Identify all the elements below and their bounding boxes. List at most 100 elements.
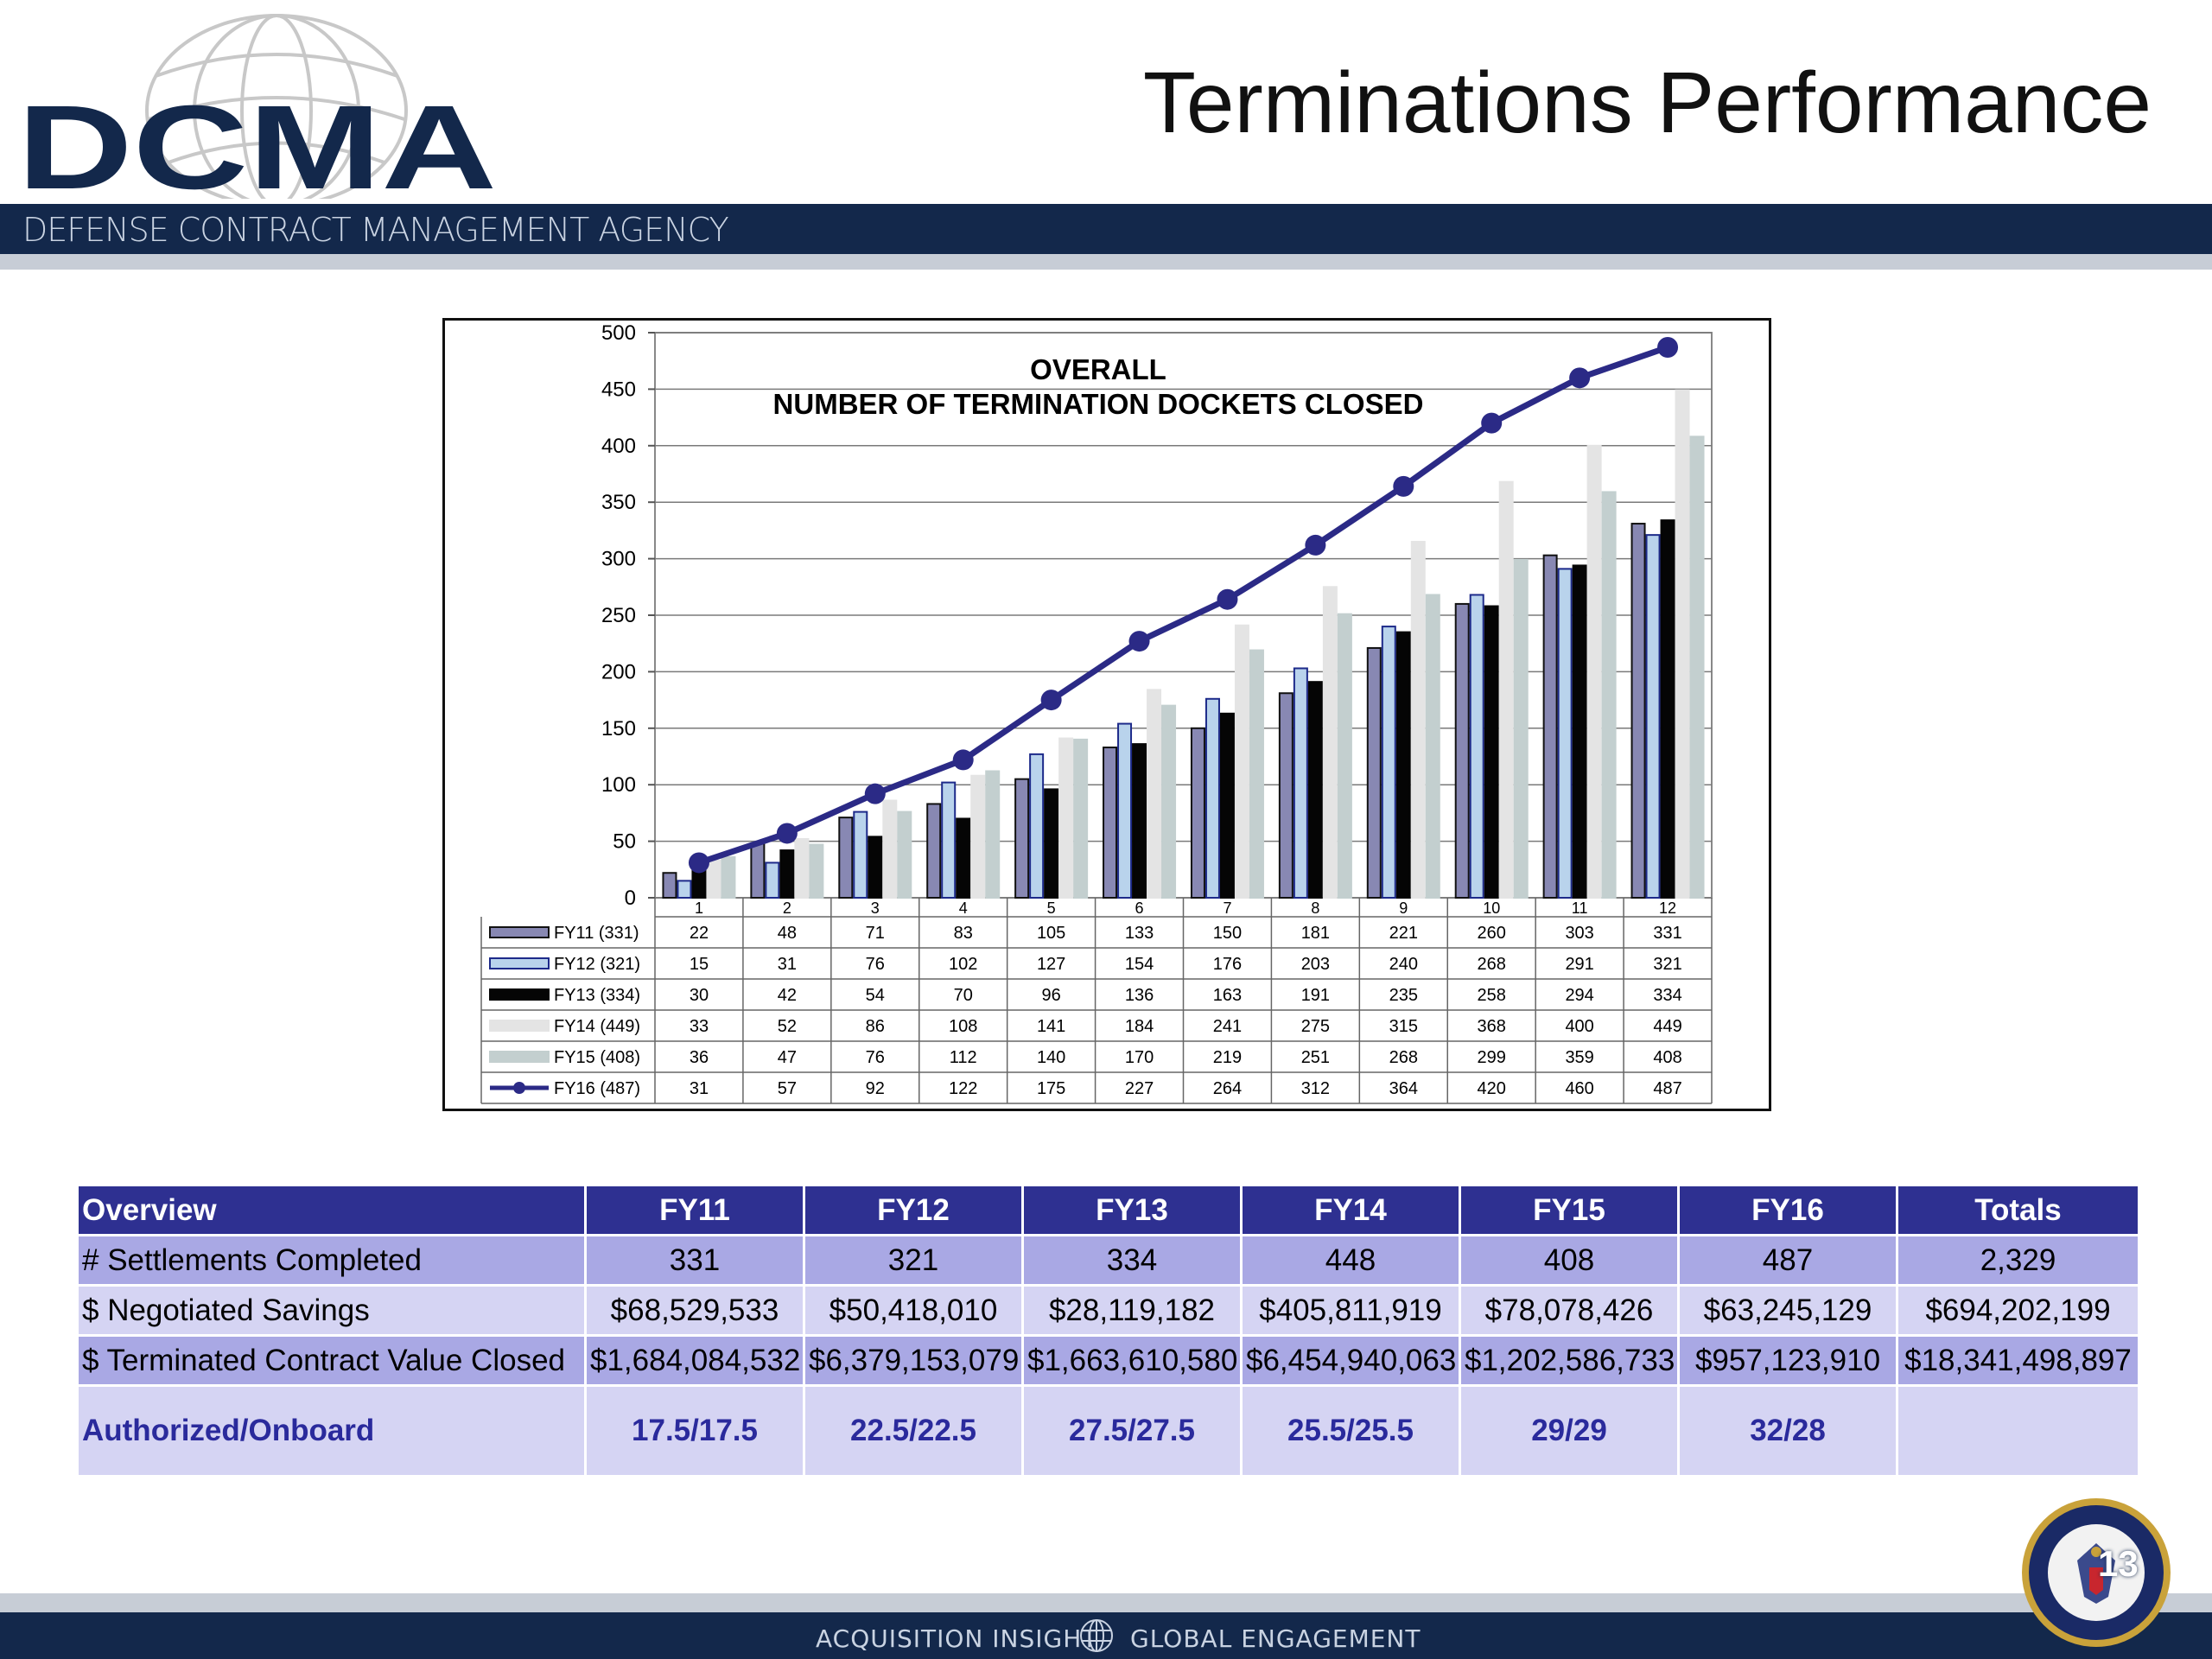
bar-fy12 — [941, 781, 957, 899]
bar-fy14 — [1058, 737, 1074, 899]
bar-fy15 — [1249, 649, 1264, 899]
data-label: 127 — [1037, 955, 1065, 974]
data-label: 268 — [1389, 1048, 1418, 1067]
data-label: 258 — [1478, 986, 1506, 1005]
data-label: 54 — [866, 986, 885, 1005]
bar-fy11 — [750, 842, 766, 899]
table-cell: $50,418,010 — [805, 1287, 1021, 1334]
legend-label: FY12 (321) — [554, 955, 640, 974]
data-label: 108 — [949, 1017, 977, 1036]
data-label: 112 — [950, 1048, 977, 1067]
bar-fy11 — [1278, 692, 1294, 899]
data-label: 31 — [778, 955, 797, 974]
bar-fy13 — [1484, 605, 1499, 899]
bar-fy13 — [1219, 712, 1235, 899]
legend-label: FY13 (334) — [554, 986, 640, 1005]
table-cell: $28,119,182 — [1024, 1287, 1240, 1334]
data-label: 15 — [690, 955, 709, 974]
bar-fy15 — [1425, 594, 1440, 899]
data-label: 96 — [1042, 986, 1061, 1005]
chart-title-line1: OVERALL — [1030, 353, 1166, 385]
legend-label: FY16 (487) — [554, 1079, 640, 1098]
data-label: 86 — [866, 1017, 885, 1036]
header-cell: Overview — [79, 1186, 584, 1234]
row-label: Authorized/Onboard — [79, 1387, 584, 1475]
row-label: # Settlements Completed — [79, 1236, 584, 1284]
data-label: 408 — [1653, 1048, 1681, 1067]
bar-fy12 — [765, 861, 780, 899]
table-header-row: Overview FY11 FY12 FY13 FY14 FY15 FY16 T… — [79, 1186, 2138, 1234]
footer-stripe — [0, 1593, 2212, 1612]
y-tick-label: 50 — [613, 830, 636, 854]
bar-fy12 — [1469, 594, 1484, 899]
line-point — [1657, 337, 1679, 359]
data-label: 42 — [778, 986, 797, 1005]
data-label: 175 — [1037, 1079, 1065, 1098]
line-point — [1040, 690, 1062, 711]
legend-key — [489, 957, 550, 969]
line-point — [1481, 412, 1503, 434]
data-label: 268 — [1478, 955, 1506, 974]
category-label: 2 — [783, 899, 791, 917]
footer-right-text: GLOBAL ENGAGEMENT — [1130, 1624, 1421, 1653]
table-cell: 32/28 — [1680, 1387, 1896, 1475]
category-label: 4 — [959, 899, 968, 917]
data-label: 36 — [690, 1048, 709, 1067]
bar-fy14 — [706, 859, 721, 899]
table-cell: 321 — [805, 1236, 1021, 1284]
data-label: 22 — [690, 924, 709, 943]
divider-stripe — [0, 254, 2212, 270]
table-cell: $68,529,533 — [587, 1287, 803, 1334]
table-cell: 29/29 — [1461, 1387, 1677, 1475]
header-cell: FY15 — [1461, 1186, 1677, 1234]
data-label: 400 — [1565, 1017, 1593, 1036]
bar-fy13 — [1044, 788, 1059, 899]
data-label: 184 — [1125, 1017, 1154, 1036]
data-label: 83 — [954, 924, 973, 943]
bar-fy15 — [1689, 435, 1705, 899]
legend-label: FY11 (331) — [554, 924, 639, 943]
bar-fy11 — [1190, 727, 1205, 899]
data-label: 264 — [1213, 1079, 1242, 1098]
bar-fy12 — [677, 880, 692, 899]
row-label: $ Negotiated Savings — [79, 1287, 584, 1334]
table-cell: $1,663,610,580 — [1024, 1337, 1240, 1384]
data-label: 163 — [1213, 986, 1242, 1005]
agency-name: DEFENSE CONTRACT MANAGEMENT AGENCY — [22, 211, 729, 249]
table-cell: $18,341,498,897 — [1898, 1337, 2138, 1384]
table-cell: $63,245,129 — [1680, 1287, 1896, 1334]
table-cell: $957,123,910 — [1680, 1337, 1896, 1384]
data-label: 331 — [1653, 924, 1681, 943]
data-label: 315 — [1389, 1017, 1418, 1036]
line-point — [952, 749, 974, 771]
legend-label: FY14 (449) — [554, 1017, 640, 1036]
data-label: 33 — [690, 1017, 709, 1036]
bar-fy15 — [1161, 704, 1177, 899]
data-label: 364 — [1389, 1079, 1418, 1098]
category-label: 12 — [1659, 899, 1676, 917]
data-label: 303 — [1565, 924, 1593, 943]
page-title: Terminations Performance — [1142, 54, 2152, 151]
table-cell: $1,684,084,532 — [587, 1337, 803, 1384]
data-label: 141 — [1037, 1017, 1065, 1036]
globe-logo-icon: DCMA — [17, 14, 497, 214]
y-tick-label: 100 — [601, 773, 636, 797]
bar-fy15 — [1337, 613, 1352, 899]
data-label: 76 — [866, 955, 885, 974]
data-label: 30 — [690, 986, 709, 1005]
header-cell: FY14 — [1243, 1186, 1459, 1234]
y-tick-label: 0 — [625, 887, 636, 910]
data-label: 203 — [1301, 955, 1330, 974]
data-label: 449 — [1653, 1017, 1681, 1036]
category-label: 10 — [1483, 899, 1500, 917]
bar-fy14 — [970, 774, 986, 899]
line-point — [688, 852, 709, 874]
bar-fy11 — [1103, 747, 1118, 899]
legend-key — [489, 1051, 550, 1063]
bar-fy13 — [1395, 631, 1411, 899]
bar-fy15 — [985, 770, 1001, 899]
table-cell: 408 — [1461, 1236, 1677, 1284]
data-label: 241 — [1213, 1017, 1242, 1036]
row-label: $ Terminated Contract Value Closed — [79, 1337, 584, 1384]
